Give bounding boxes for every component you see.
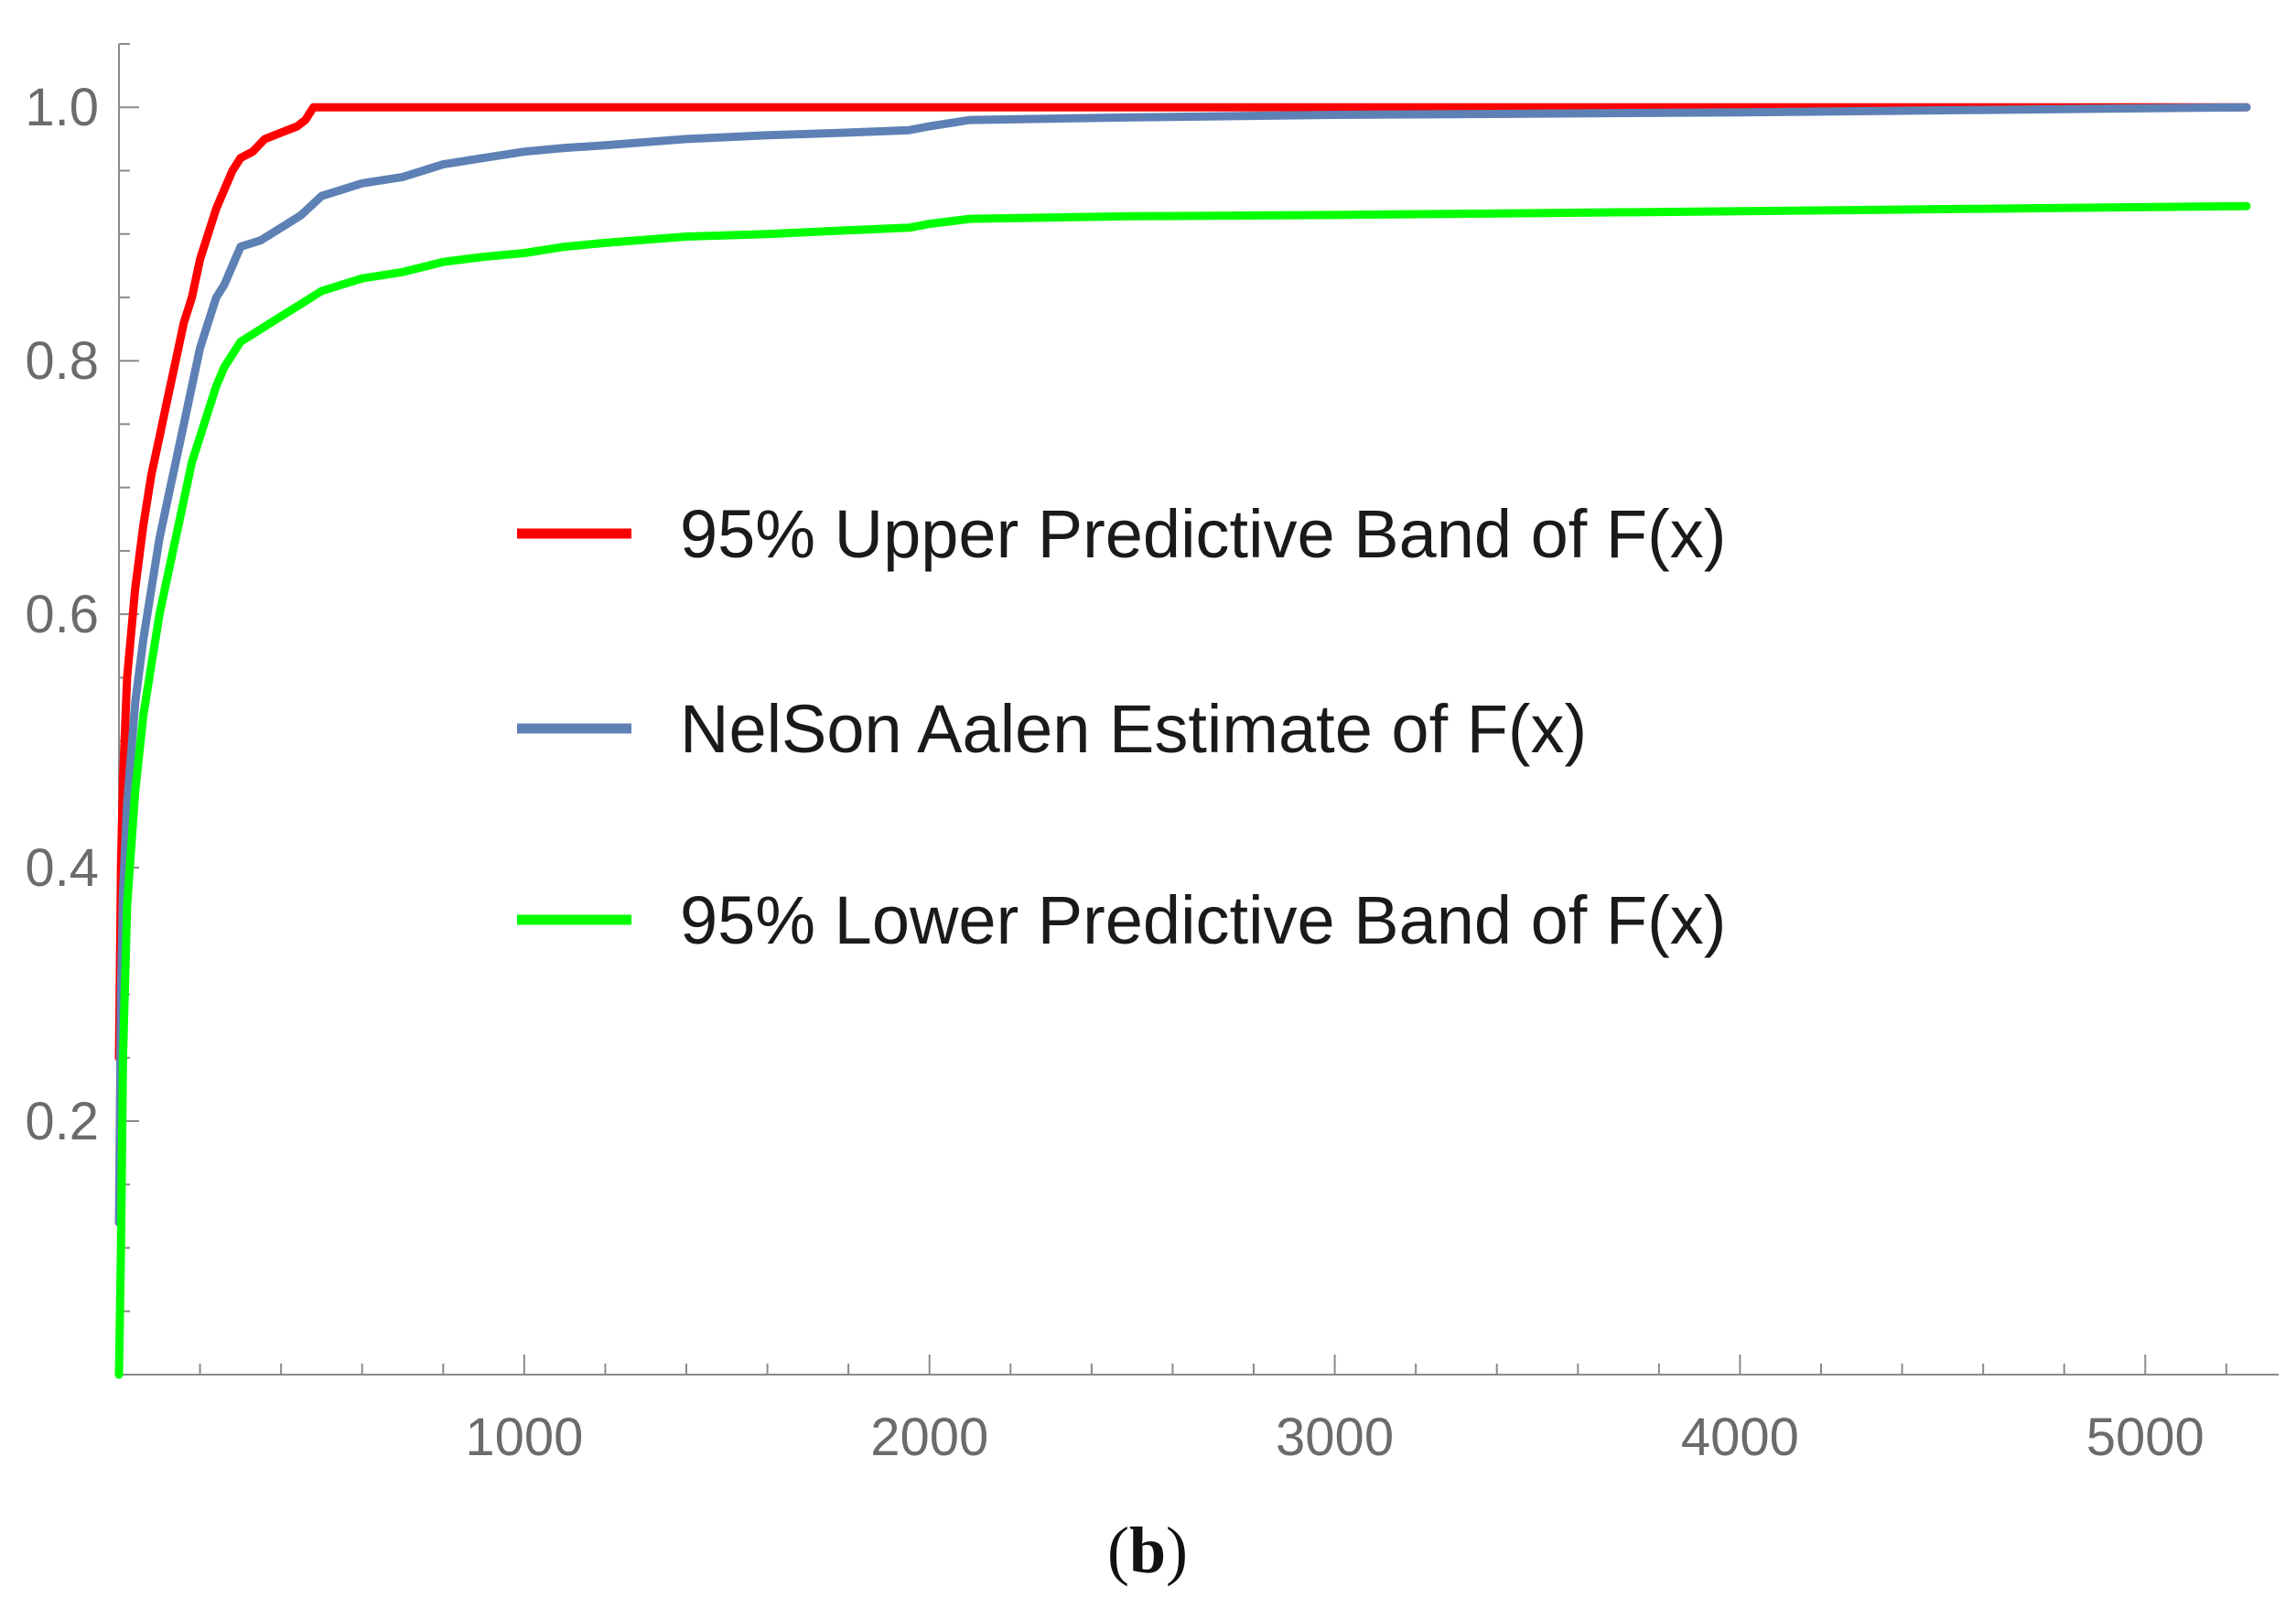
y-tick-label: 0.2	[25, 1092, 99, 1151]
y-tick-label: 0.4	[25, 838, 99, 898]
x-tick-label: 5000	[2086, 1408, 2204, 1467]
caption-open-paren: (	[1107, 1514, 1129, 1587]
legend-label-3: 95% Lower Predictive Band of F(x)	[680, 882, 1726, 958]
y-tick-label: 0.6	[25, 585, 99, 644]
x-tick-label: 4000	[1681, 1408, 1799, 1467]
x-tick-label: 1000	[465, 1408, 583, 1467]
legend: 95% Upper Predictive Band of F(x) NelSon …	[517, 496, 1726, 958]
series-line-3	[114, 201, 2251, 1379]
axes: 1000 2000 3000 4000 5000 0.2 0.4 0.6 0.8 1.0	[25, 43, 2279, 1467]
caption: (b)	[1107, 1514, 1188, 1587]
plot-area	[114, 103, 2251, 1379]
y-tick-label: 1.0	[25, 78, 99, 137]
legend-label-1: 95% Upper Predictive Band of F(x)	[680, 496, 1726, 572]
series-line-1	[114, 103, 2251, 1063]
caption-letter: b	[1129, 1514, 1166, 1587]
y-tick-label: 0.8	[25, 331, 99, 391]
legend-label-2: NelSon Aalen Estimate of F(x)	[680, 691, 1587, 767]
x-tick-label: 2000	[870, 1408, 988, 1467]
caption-close-paren: )	[1166, 1514, 1188, 1587]
series-line-2	[114, 103, 2251, 1227]
x-tick-label: 3000	[1276, 1408, 1394, 1467]
